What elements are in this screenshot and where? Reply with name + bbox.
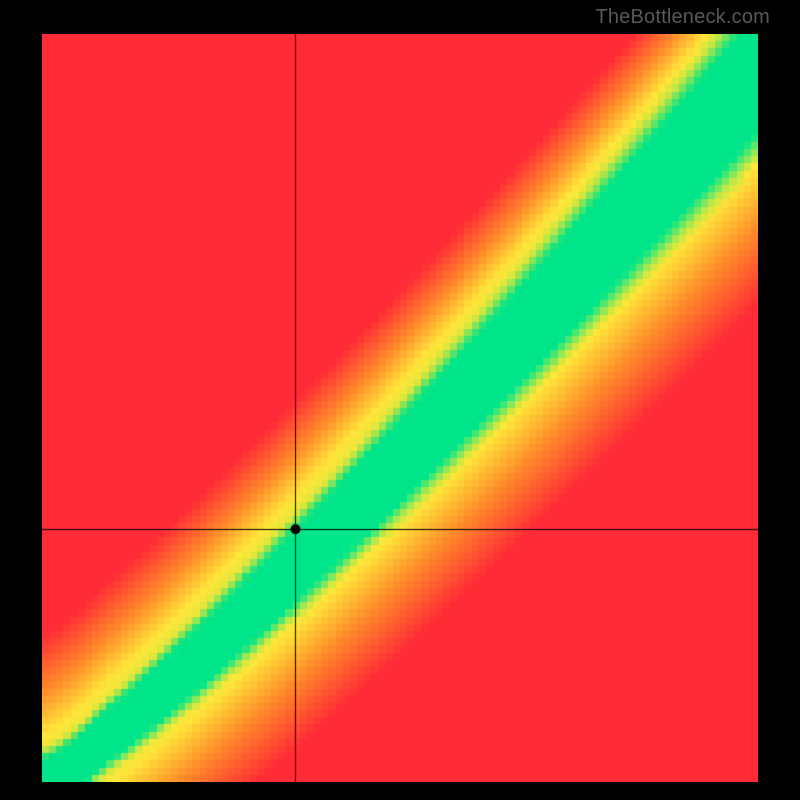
heatmap-plot bbox=[42, 34, 758, 782]
watermark-text: TheBottleneck.com bbox=[595, 6, 770, 29]
chart-container: TheBottleneck.com bbox=[0, 0, 800, 800]
heatmap-canvas bbox=[42, 34, 758, 782]
